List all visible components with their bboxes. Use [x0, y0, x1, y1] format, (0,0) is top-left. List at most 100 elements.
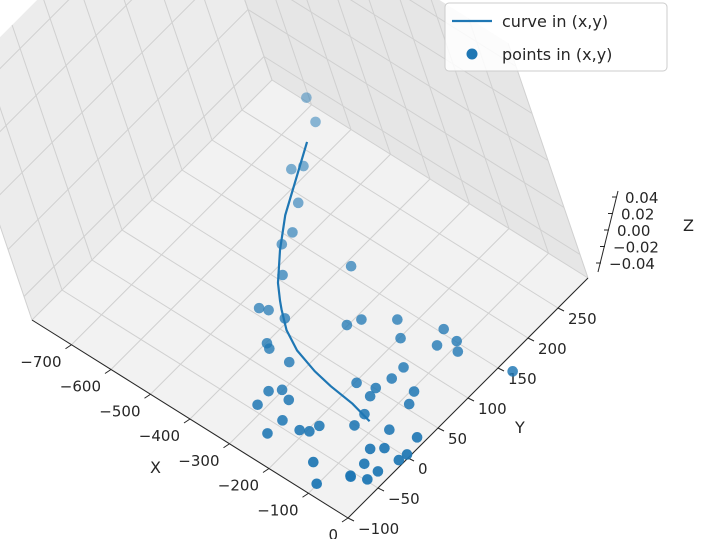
scatter-point — [252, 399, 263, 411]
scatter-point — [411, 432, 423, 443]
scatter-point — [356, 314, 367, 325]
y-tick-mark — [347, 517, 355, 522]
legend-entry-curve: curve in (x,y) — [502, 12, 608, 31]
x-tick-mark — [302, 492, 309, 498]
scatter-point — [308, 456, 319, 468]
x-tick-label: −500 — [99, 402, 140, 420]
grid-line-y — [181, 169, 499, 369]
scatter-point — [298, 160, 309, 172]
scatter-point — [263, 385, 274, 397]
scatter-point — [277, 415, 288, 426]
x-tick-mark — [341, 517, 349, 523]
scatter-point — [358, 458, 370, 470]
y-tick-label: 0 — [418, 460, 428, 478]
axes-panes — [0, 0, 588, 518]
scatter-point — [349, 420, 360, 431]
scatter-point — [370, 382, 382, 394]
x-tick-mark — [262, 468, 270, 473]
x-tick-label: −300 — [178, 452, 219, 470]
scatter-point — [279, 313, 291, 324]
grid-line-z-right — [290, 0, 549, 161]
scatter-point — [276, 238, 288, 250]
scatter-point — [372, 466, 384, 477]
grid-line-y-wall — [0, 224, 33, 321]
axis-lines — [31, 190, 619, 523]
grid-line-y — [271, 79, 589, 279]
scatter-point — [277, 269, 288, 281]
grid-line-y — [211, 139, 529, 339]
scatter-point — [283, 394, 295, 406]
x-tick-mark — [183, 418, 191, 424]
grid-line-z-left — [23, 56, 265, 297]
z-axis-label: Z — [683, 216, 694, 235]
legend: curve in (x,y) points in (x,y) — [444, 2, 668, 72]
scatter-point — [452, 346, 464, 357]
grid-line-y-wall — [244, 0, 273, 81]
y-tick-label: 50 — [448, 430, 467, 448]
scatter-point — [451, 335, 463, 347]
scatter-point — [263, 304, 274, 316]
scatter-point — [395, 332, 406, 344]
grid-line-z-left — [0, 0, 133, 133]
x-tick-label: −600 — [60, 378, 101, 396]
y-tick-label: 100 — [478, 400, 507, 418]
grid-line-y — [151, 199, 469, 399]
scatter-point — [261, 337, 273, 349]
y-tick-label: 200 — [538, 340, 567, 358]
y-tick-mark — [437, 427, 445, 432]
scatter-point — [286, 163, 297, 175]
x-tick-mark — [144, 393, 151, 399]
scatter-point — [345, 470, 356, 481]
z-tick-label: 0.00 — [617, 222, 650, 240]
scatter-point — [431, 340, 443, 351]
x-tick-mark — [65, 344, 72, 350]
grid-line-y — [241, 109, 559, 309]
scatter-point — [287, 227, 298, 238]
grid-line-y — [121, 229, 439, 429]
grid-line-z-left — [7, 9, 249, 250]
scatter-point — [341, 319, 353, 331]
scatter-point — [438, 323, 450, 335]
scatter-point — [398, 362, 409, 373]
scatter-point — [379, 442, 390, 454]
z-axis-line — [597, 190, 619, 273]
y-tick-mark — [497, 367, 505, 372]
scatter-point — [262, 428, 273, 439]
scatter-point — [362, 474, 373, 485]
y-tick-mark — [377, 487, 385, 492]
scatter-point — [403, 398, 415, 410]
grid-line-z-right — [263, 56, 581, 255]
scatter-point — [392, 314, 403, 325]
y-tick-label: −100 — [358, 520, 399, 538]
x-axis-label: X — [150, 458, 161, 477]
z-tick-label: 0.02 — [621, 206, 654, 224]
scatter-point — [351, 377, 362, 389]
scatter-point — [345, 260, 357, 272]
x-tick-mark — [223, 443, 230, 449]
x-tick-label: −100 — [257, 501, 298, 519]
scatter-point — [384, 424, 395, 436]
grid-line-z-right — [349, 0, 533, 114]
scatter-point — [507, 366, 518, 377]
scatter-point — [283, 356, 295, 368]
grid-line-x-wall — [275, 0, 312, 105]
scatter-point — [359, 408, 370, 420]
data-marks — [252, 92, 518, 490]
scatter-point — [301, 92, 312, 103]
grid-line-y-wall — [204, 0, 243, 111]
x-tick-label: −200 — [218, 477, 259, 495]
scatter-point — [292, 197, 304, 209]
scatter-point — [276, 384, 288, 396]
scatter-point — [364, 443, 376, 455]
x-tick-label: −700 — [20, 353, 61, 371]
scatter-point — [408, 386, 420, 397]
grid-line-z-left — [0, 0, 196, 196]
x-tick-label: −400 — [139, 427, 180, 445]
legend-point-swatch — [466, 48, 478, 60]
legend-box — [444, 2, 668, 72]
y-tick-mark — [467, 397, 475, 402]
scatter-point — [253, 302, 265, 314]
y-tick-mark — [557, 307, 565, 312]
